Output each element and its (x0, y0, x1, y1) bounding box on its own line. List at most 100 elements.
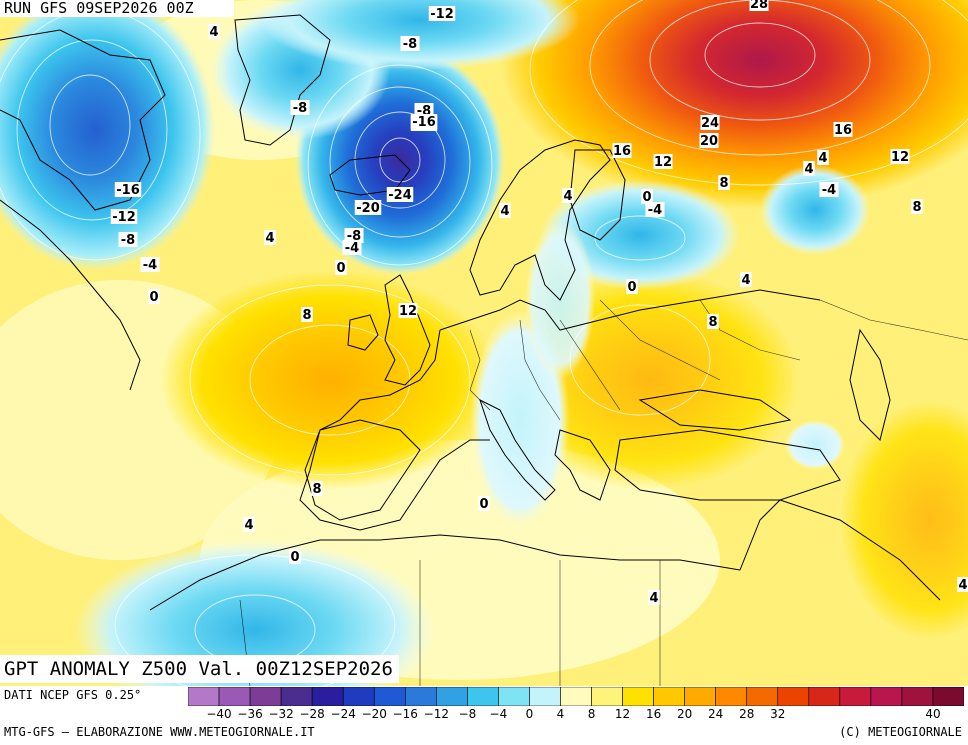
contour-label: 12 (653, 154, 673, 170)
contour-label-text: 4 (741, 273, 750, 288)
contour-label-text: 20 (700, 134, 718, 149)
color-scale-ticks: −40 −36 −32 −28 −24 −20 −16 −12 −8 −4 0 4 8 12 16 20 24 2… (188, 707, 964, 723)
color-scale-tick: 28 (739, 707, 755, 721)
color-scale-swatch (529, 687, 561, 706)
color-scale-tick: −36 (237, 707, 263, 721)
anomaly-map: -12-8-8-8-16-16-12-8-40-16-24-20-8-40444… (0, 0, 968, 686)
contour-label-text: 0 (627, 280, 636, 295)
contour-label: 4 (817, 150, 829, 166)
contour-label: 28 (749, 0, 769, 12)
color-scale-tick: 12 (614, 707, 631, 721)
color-scale-swatch (839, 687, 872, 706)
contour-label-text: -24 (388, 188, 412, 203)
contour-label-text: 0 (336, 261, 345, 276)
color-scale-tick: −20 (361, 707, 387, 721)
color-scale-swatch (715, 687, 748, 706)
contour-label: 0 (641, 189, 653, 205)
contour-label-text: -8 (121, 233, 135, 248)
contour-label: 4 (957, 577, 968, 593)
contour-label-text: -12 (430, 7, 454, 22)
contour-label: 4 (499, 203, 511, 219)
color-scale-tick: −32 (268, 707, 294, 721)
color-scale-swatch (901, 687, 934, 706)
contour-label: 4 (208, 24, 220, 40)
cold-core-africa (75, 540, 435, 686)
contour-label: 4 (648, 590, 660, 606)
color-scale-swatch (808, 687, 841, 706)
contour-label-text: -16 (116, 183, 140, 198)
contour-label-text: 0 (479, 497, 488, 512)
contour-label-text: 16 (834, 123, 852, 138)
contour-label-text: 4 (563, 189, 572, 204)
contour-label-text: -8 (403, 37, 417, 52)
contour-label: 0 (626, 279, 638, 295)
color-scale-tick: −24 (330, 707, 356, 721)
contour-label: 12 (890, 149, 910, 165)
contour-label-text: 24 (701, 116, 719, 131)
color-scale-tick: 0 (525, 707, 534, 721)
contour-label-text: -4 (648, 203, 662, 218)
contour-label: 8 (911, 199, 923, 215)
contour-label: 8 (718, 175, 730, 191)
contour-label: -20 (354, 200, 382, 216)
color-scale-swatch (653, 687, 685, 706)
contour-label: -8 (118, 232, 138, 248)
contour-label: 4 (740, 272, 752, 288)
contour-label-text: 8 (312, 482, 321, 497)
contour-label: -4 (342, 240, 362, 256)
copyright-label: (C) METEOGIORNALE (839, 725, 962, 739)
color-scale-tick: 32 (770, 707, 786, 721)
color-scale-swatch (777, 687, 810, 706)
color-scale-swatch (342, 687, 375, 706)
color-scale-tick: 8 (587, 707, 596, 721)
cold-core-turkey (785, 420, 845, 470)
contour-label-layer: -12-8-8-8-16-16-12-8-40-16-24-20-8-40444… (110, 0, 968, 606)
contour-label-text: 4 (958, 578, 967, 593)
contour-label: 16 (612, 143, 632, 159)
contour-label: -8 (290, 100, 310, 116)
warm-core-east (840, 400, 968, 640)
contour-label: 8 (301, 307, 313, 323)
color-scale-swatch (746, 687, 779, 706)
color-scale-tick: −28 (299, 707, 325, 721)
color-scale-swatch (870, 687, 903, 706)
contour-label-text: -8 (293, 101, 307, 116)
color-scale-tick: 16 (645, 707, 662, 721)
color-scale-swatch (280, 687, 313, 706)
color-scale-swatch (932, 687, 964, 706)
contour-label-text: 16 (613, 144, 631, 159)
data-source-label: DATI NCEP GFS 0.25° (4, 688, 142, 702)
contour-label-text: 12 (399, 304, 417, 319)
contour-label: 4 (562, 188, 574, 204)
contour-label: 4 (264, 230, 276, 246)
color-scale-swatch (311, 687, 344, 706)
color-scale-swatch (467, 687, 499, 706)
cold-core-labrador (0, 0, 215, 270)
contour-label: -4 (819, 182, 839, 198)
contour-label-text: 0 (642, 190, 651, 205)
contour-label: -12 (428, 6, 456, 22)
color-scale-swatch (404, 687, 437, 706)
borders (239, 299, 968, 686)
contour-label: -16 (114, 182, 142, 198)
color-scale-tick: −4 (489, 707, 508, 721)
color-scale-swatch (249, 687, 282, 706)
color-scale-swatch (188, 687, 220, 706)
contour-label-text: -4 (345, 241, 359, 256)
contour-label-text: 8 (912, 200, 921, 215)
color-scale-swatch (218, 687, 251, 706)
color-scale-tick: −40 (206, 707, 232, 721)
color-scale-swatch (560, 687, 592, 706)
contour-label: -24 (386, 187, 414, 203)
contour-label: 16 (833, 122, 853, 138)
contour-label: 8 (311, 481, 323, 497)
contour-label: 24 (700, 115, 720, 131)
contour-label: 20 (699, 133, 719, 149)
contour-label-text: 4 (804, 162, 813, 177)
contour-label-text: -4 (822, 183, 836, 198)
contour-label-text: 4 (244, 518, 253, 533)
contour-label-text: 4 (649, 591, 658, 606)
contour-label-text: 28 (750, 0, 768, 12)
contour-label-text: 0 (149, 290, 158, 305)
color-scale-tick: −8 (458, 707, 477, 721)
